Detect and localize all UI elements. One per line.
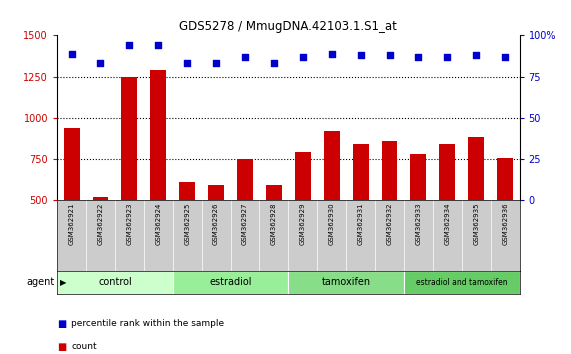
Text: GSM362936: GSM362936	[502, 202, 508, 245]
Bar	[324, 131, 340, 282]
Point	[211, 61, 220, 66]
Text: percentile rank within the sample: percentile rank within the sample	[71, 319, 224, 329]
Text: ■: ■	[57, 342, 66, 352]
Text: ▶: ▶	[60, 278, 66, 287]
Text: GSM362935: GSM362935	[473, 202, 479, 245]
Point	[472, 52, 481, 58]
Bar	[295, 152, 311, 282]
Text: GSM362929: GSM362929	[300, 202, 306, 245]
Bar	[288, 271, 404, 294]
Text: GSM362926: GSM362926	[213, 202, 219, 245]
Text: GSM362931: GSM362931	[357, 202, 364, 245]
Text: estradiol: estradiol	[210, 277, 252, 287]
Bar	[179, 182, 195, 282]
Bar	[353, 144, 368, 282]
Point	[501, 54, 510, 59]
Point	[125, 42, 134, 48]
Title: GDS5278 / MmugDNA.42103.1.S1_at: GDS5278 / MmugDNA.42103.1.S1_at	[179, 20, 397, 33]
Text: GSM362927: GSM362927	[242, 202, 248, 245]
Bar	[237, 159, 253, 282]
Text: GSM362921: GSM362921	[69, 202, 75, 245]
Bar	[411, 154, 427, 282]
Text: estradiol and tamoxifen: estradiol and tamoxifen	[416, 278, 508, 287]
Text: count: count	[71, 342, 97, 352]
Text: GSM362925: GSM362925	[184, 202, 190, 245]
Text: GSM362933: GSM362933	[416, 202, 421, 245]
Bar	[266, 185, 282, 282]
Text: GSM362924: GSM362924	[155, 202, 161, 245]
Text: GSM362928: GSM362928	[271, 202, 277, 245]
Text: control: control	[98, 277, 132, 287]
Bar	[63, 127, 79, 282]
Text: GSM362922: GSM362922	[98, 202, 103, 245]
Text: GSM362934: GSM362934	[444, 202, 451, 245]
Bar	[381, 141, 397, 282]
Bar	[57, 271, 172, 294]
Point	[240, 54, 250, 59]
Point	[154, 42, 163, 48]
Point	[183, 61, 192, 66]
Bar	[172, 271, 288, 294]
Text: GSM362930: GSM362930	[329, 202, 335, 245]
Bar	[468, 137, 484, 282]
Bar	[122, 76, 137, 282]
Point	[443, 54, 452, 59]
Point	[385, 52, 394, 58]
Text: ■: ■	[57, 319, 66, 329]
Point	[67, 51, 76, 56]
Bar	[93, 197, 108, 282]
Text: GSM362923: GSM362923	[126, 202, 132, 245]
Point	[270, 61, 279, 66]
Bar	[150, 70, 166, 282]
Point	[96, 61, 105, 66]
Bar	[497, 158, 513, 282]
Bar	[440, 144, 455, 282]
Text: agent: agent	[26, 277, 54, 287]
Bar	[404, 271, 520, 294]
Bar	[208, 185, 224, 282]
Text: GSM362932: GSM362932	[387, 202, 392, 245]
Point	[414, 54, 423, 59]
Point	[327, 51, 336, 56]
Text: tamoxifen: tamoxifen	[321, 277, 371, 287]
Point	[356, 52, 365, 58]
Point	[298, 54, 307, 59]
